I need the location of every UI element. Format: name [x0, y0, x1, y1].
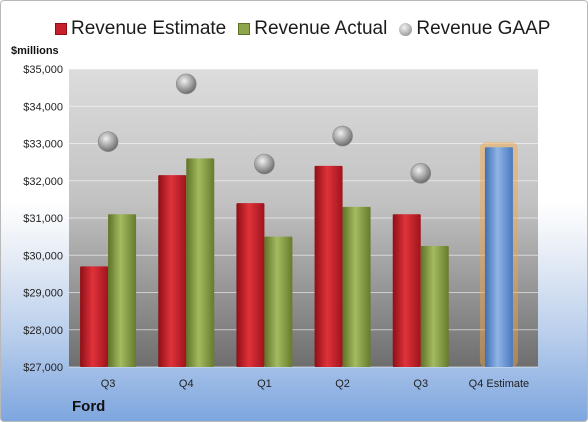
y-tick-label: $29,000 [23, 288, 63, 300]
legend-swatch-estimate [55, 23, 67, 35]
bar-revenue-estimate [314, 165, 343, 367]
y-tick-label: $32,000 [23, 176, 63, 188]
bars [80, 142, 518, 367]
y-tick-label: $28,000 [23, 325, 63, 337]
marker-revenue-gaap [410, 163, 432, 184]
legend-item-estimate: Revenue Estimate [55, 18, 226, 40]
y-tick-label: $31,000 [23, 213, 63, 225]
marker-revenue-gaap [332, 125, 353, 147]
company-name: Ford [72, 398, 106, 415]
marker-revenue-gaap [175, 73, 197, 95]
bar-revenue-actual [108, 214, 137, 367]
bar-revenue-actual [420, 245, 449, 367]
y-tick-label: $34,000 [23, 101, 63, 113]
x-tick-label: Q2 [335, 378, 350, 390]
y-tick-label: $33,000 [23, 139, 63, 151]
legend-marker-gaap [399, 22, 413, 36]
x-tick-label: Q4 Estimate [469, 378, 530, 390]
bar-revenue-actual [342, 206, 371, 367]
marker-revenue-gaap [254, 153, 275, 175]
bar-revenue-estimate [158, 175, 187, 367]
legend-label-estimate: Revenue Estimate [71, 18, 227, 39]
x-tick-label: Q3 [101, 378, 116, 390]
legend-item-gaap: Revenue GAAP [399, 18, 550, 40]
y-tick-label: $27,000 [23, 362, 63, 374]
x-tick-label: Q1 [257, 378, 272, 390]
bar-revenue-actual [186, 158, 215, 367]
legend-label-actual: Revenue Actual [254, 18, 388, 39]
y-axis-ticks: $27,000 $28,000 $29,000 $30,000 $31,000 $32,0… [23, 64, 63, 374]
x-axis-ticks: Q3 Q4 Q1 Q2 Q3 Q4 Estimate [101, 378, 529, 390]
gaap-markers [97, 73, 432, 184]
y-tick-label: $30,000 [23, 250, 63, 262]
bar-revenue-estimate [392, 214, 421, 367]
bar-revenue-estimate [236, 203, 265, 367]
x-tick-label: Q3 [413, 378, 428, 390]
marker-revenue-gaap [97, 131, 119, 152]
bar-q4-estimate [484, 147, 513, 367]
bar-revenue-actual [264, 236, 293, 367]
y-tick-label: $35,000 [23, 64, 63, 76]
legend-item-actual: Revenue Actual [238, 18, 387, 40]
legend-swatch-actual [238, 23, 251, 35]
legend: Revenue Estimate Revenue Actual Revenue … [55, 17, 562, 41]
gridlines [69, 68, 538, 368]
y-axis-unit-label: $millions [11, 45, 59, 57]
legend-label-gaap: Revenue GAAP [416, 18, 551, 39]
bar-revenue-estimate [80, 266, 109, 367]
x-tick-label: Q4 [179, 378, 194, 390]
